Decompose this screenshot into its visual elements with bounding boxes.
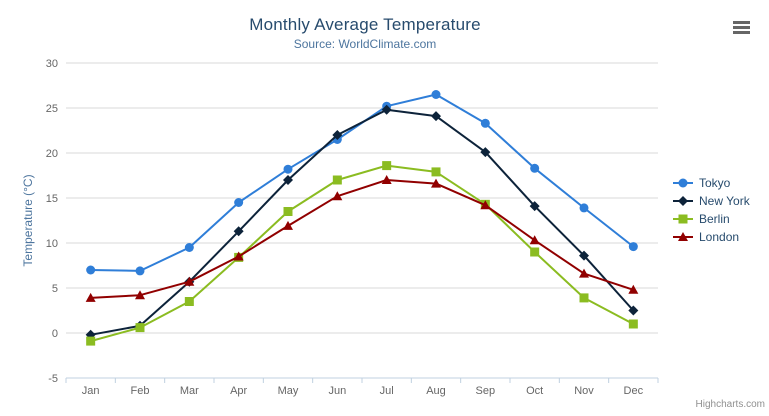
x-axis-tick-label: Oct [526, 385, 543, 397]
series-line-tokyo [89, 93, 635, 272]
data-point-new-york[interactable] [579, 250, 589, 261]
data-point-tokyo[interactable] [431, 90, 441, 99]
chart-subtitle: Source: WorldClimate.com [293, 37, 437, 51]
data-point-new-york[interactable] [431, 111, 441, 122]
square-legend-marker-icon [673, 214, 693, 224]
legend-label: Berlin [699, 212, 730, 226]
legend-item-london[interactable]: London [672, 228, 750, 246]
data-point-berlin[interactable] [86, 336, 96, 346]
x-axis-tick-label: Apr [230, 385, 247, 397]
legend-label: New York [699, 194, 750, 208]
data-point-tokyo[interactable] [234, 198, 244, 207]
data-point-tokyo[interactable] [184, 243, 194, 252]
diamond-legend-marker-icon [673, 196, 693, 206]
y-axis-tick-label: 0 [52, 328, 58, 340]
data-point-london[interactable] [381, 175, 392, 184]
data-point-london[interactable] [283, 220, 293, 230]
x-axis-tick-label: Dec [624, 385, 644, 397]
data-point-london[interactable] [628, 284, 639, 294]
data-point-london[interactable] [529, 235, 540, 245]
series-line-new-york [89, 108, 635, 336]
data-point-london[interactable] [85, 292, 96, 302]
data-point-tokyo[interactable] [530, 163, 540, 173]
legend-item-tokyo[interactable]: Tokyo [672, 174, 750, 192]
data-point-london[interactable] [332, 191, 343, 201]
data-point-new-york[interactable] [381, 104, 392, 115]
legend: Tokyo New York Berlin London [672, 174, 750, 246]
data-point-tokyo[interactable] [579, 203, 589, 213]
x-axis-tick-label: Nov [574, 385, 594, 397]
data-point-tokyo[interactable] [135, 266, 145, 276]
data-point-london[interactable] [480, 200, 491, 210]
data-point-tokyo[interactable] [480, 118, 490, 128]
x-axis-tick-label: Sep [476, 385, 496, 397]
y-axis-tick-label: -5 [48, 373, 58, 385]
data-point-berlin[interactable] [382, 161, 392, 171]
triangle-legend-marker-icon [673, 232, 693, 241]
data-point-berlin[interactable] [135, 323, 145, 333]
data-point-new-york[interactable] [332, 130, 343, 140]
data-point-london[interactable] [233, 251, 244, 261]
legend-label: Tokyo [699, 176, 731, 190]
legend-item-berlin[interactable]: Berlin [672, 210, 750, 228]
data-point-berlin[interactable] [431, 167, 441, 177]
data-point-berlin[interactable] [628, 319, 638, 329]
data-point-berlin[interactable] [530, 247, 540, 257]
data-point-berlin[interactable] [332, 175, 342, 185]
data-point-berlin[interactable] [283, 207, 293, 216]
data-point-new-york[interactable] [283, 175, 293, 185]
x-axis-tick-label: May [278, 385, 299, 397]
legend-item-new-york[interactable]: New York [672, 192, 750, 210]
data-point-london[interactable] [579, 268, 589, 278]
y-axis-tick-label: 5 [52, 283, 58, 295]
hamburger-menu-icon[interactable] [733, 21, 750, 34]
data-point-tokyo[interactable] [86, 265, 96, 275]
circle-legend-marker-icon [673, 178, 693, 188]
y-axis-tick-label: 25 [46, 103, 58, 115]
chart-title: Monthly Average Temperature [249, 15, 481, 34]
series-line-london [89, 179, 635, 299]
y-axis-tick-label: 10 [46, 238, 58, 250]
data-point-london[interactable] [135, 290, 145, 300]
legend-label: London [699, 230, 740, 244]
x-axis-tick-label: Mar [180, 385, 199, 397]
credits-link[interactable]: Highcharts.com [695, 399, 765, 410]
y-axis-tick-label: 20 [46, 148, 58, 160]
x-axis-tick-label: Feb [131, 385, 150, 397]
y-axis-tick-label: 30 [46, 58, 58, 70]
x-axis-tick-label: Jun [328, 385, 346, 397]
x-axis-tick-label: Jan [82, 385, 100, 397]
data-point-berlin[interactable] [579, 293, 589, 303]
data-point-new-york[interactable] [529, 201, 540, 212]
data-point-london[interactable] [431, 178, 441, 188]
data-point-new-york[interactable] [480, 147, 491, 158]
data-point-new-york[interactable] [233, 226, 244, 237]
x-axis-tick-label: Aug [426, 385, 446, 397]
data-point-new-york[interactable] [628, 305, 639, 316]
y-axis-title: Temperature (°C) [21, 174, 35, 266]
y-axis-tick-label: 15 [46, 193, 58, 205]
series-line-berlin [89, 164, 635, 343]
data-point-london[interactable] [184, 276, 195, 286]
data-point-tokyo[interactable] [283, 164, 293, 174]
x-axis-tick-label: Jul [380, 385, 394, 397]
data-point-berlin[interactable] [184, 297, 194, 306]
data-point-tokyo[interactable] [628, 242, 638, 252]
